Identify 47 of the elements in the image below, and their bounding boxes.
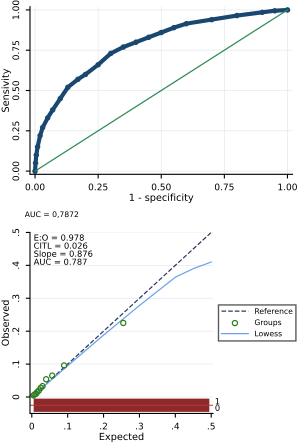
point: [50, 107, 56, 113]
x-tick-label: .3: [136, 422, 144, 430]
point: [146, 34, 152, 40]
x-axis-title: Expected: [100, 432, 144, 442]
point: [133, 39, 139, 45]
band-label: 1: [216, 398, 220, 404]
y-axis-title: Observed: [1, 300, 9, 346]
x-tick-label: .5: [208, 422, 215, 430]
point: [65, 84, 71, 90]
y-tick-label: 0.25: [12, 122, 20, 140]
x-tick-label: .2: [100, 422, 107, 430]
y-tick-label: .3: [12, 294, 20, 302]
y-tick-label: 0: [12, 394, 20, 400]
point: [171, 24, 177, 30]
point: [37, 132, 43, 138]
y-axis-title: Sensivity: [1, 68, 11, 112]
point: [234, 12, 240, 18]
x-axis-title: 1 - specificity: [130, 193, 194, 203]
point: [58, 96, 64, 102]
x-tick-label: .4: [172, 422, 180, 430]
y-tick-label: 0.50: [12, 81, 20, 100]
point: [184, 20, 190, 26]
point: [120, 44, 126, 50]
y-tick-label: .5: [12, 228, 20, 236]
point: [40, 124, 46, 130]
x-tick-label: 1.00: [278, 184, 297, 190]
x-tick-label: 0.75: [214, 184, 234, 190]
annotation: E:O = 0.978 CITL = 0.026 Slope = 0.876 AUC = 0.787: [34, 234, 92, 265]
x-tick-label: 0: [30, 422, 34, 430]
band-label: 0: [215, 404, 220, 411]
x-tick-label: 0.50: [152, 184, 171, 190]
x-tick-label: .1: [64, 422, 72, 430]
x-tick-label: 0.00: [26, 184, 44, 190]
point: [34, 152, 40, 158]
point: [95, 62, 101, 68]
point: [44, 115, 50, 121]
point: [108, 50, 114, 56]
point: [34, 144, 40, 150]
y-tick-label: .2: [12, 328, 20, 335]
y-tick-label: .4: [12, 262, 20, 269]
point: [158, 30, 164, 36]
y-tick-label: 0.75: [12, 40, 20, 60]
y-tick-label: .1: [12, 360, 20, 368]
x-tick-label: 0.25: [88, 184, 108, 190]
point: [82, 72, 88, 78]
y-tick-label: 1.00: [12, 0, 20, 19]
point: [75, 76, 81, 82]
